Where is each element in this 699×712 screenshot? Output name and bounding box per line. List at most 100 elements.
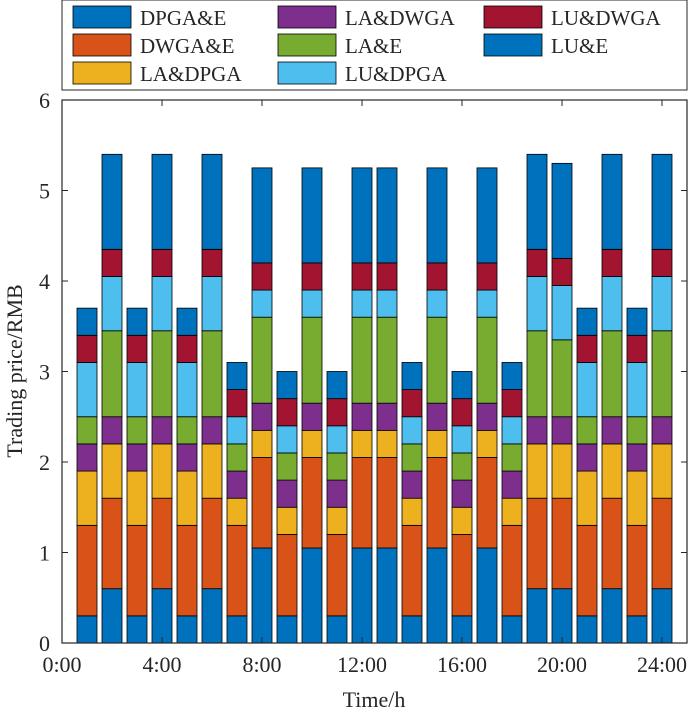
bar-la-dpga-h22 xyxy=(601,443,623,499)
bar-dwga-e-h9 xyxy=(276,534,298,617)
bar-dpga-e-h4 xyxy=(151,153,173,250)
bar-dpga-e-h6 xyxy=(201,153,223,250)
bar-la-dwga-h23 xyxy=(626,443,648,472)
bar-la-e-h13 xyxy=(376,316,398,404)
bar-la-dpga-h13 xyxy=(376,429,398,458)
bar-lu-dpga-h24 xyxy=(651,276,673,332)
bar-la-dpga-h21 xyxy=(576,470,598,526)
bar-lu-dpga-h2 xyxy=(101,276,123,332)
bar-dpga-e-h16 xyxy=(451,371,473,400)
bar-lu-dpga-h19 xyxy=(526,276,548,332)
bar-la-dwga-h10 xyxy=(301,402,323,431)
bar-dpga-e-h20 xyxy=(551,162,573,259)
legend-label-dpga-e: DPGA&E xyxy=(140,6,226,30)
bar-lu-dwga-h9 xyxy=(276,398,298,427)
bar-lu-dwga-h23 xyxy=(626,334,648,363)
bar-dpga-e-h10 xyxy=(301,167,323,264)
bar-dpga-e-h2 xyxy=(101,153,123,250)
bar-dwga-e-h11 xyxy=(326,534,348,617)
bar-la-e-h20 xyxy=(551,339,573,418)
bar-lu-e-h21 xyxy=(576,615,598,644)
bar-la-dpga-h24 xyxy=(651,443,673,499)
legend-swatch-dwga-e xyxy=(72,33,132,57)
bar-lu-dwga-h8 xyxy=(251,262,273,291)
bar-lu-dpga-h21 xyxy=(576,362,598,418)
bar-la-dpga-h7 xyxy=(226,497,248,526)
bar-dwga-e-h3 xyxy=(126,524,148,617)
bar-dwga-e-h14 xyxy=(401,524,423,617)
y-tick-label: 6 xyxy=(39,88,50,113)
x-tick-label: 4:00 xyxy=(142,652,181,677)
bar-lu-dwga-h5 xyxy=(176,334,198,363)
bar-la-dwga-h5 xyxy=(176,443,198,472)
bar-la-dpga-h14 xyxy=(401,497,423,526)
bar-la-e-h22 xyxy=(601,330,623,418)
x-axis-label: Time/h xyxy=(343,687,406,712)
bar-la-dwga-h24 xyxy=(651,416,673,445)
bar-la-e-h10 xyxy=(301,316,323,404)
bar-lu-dwga-h20 xyxy=(551,257,573,286)
bar-la-e-h24 xyxy=(651,330,673,418)
bar-lu-dwga-h24 xyxy=(651,248,673,277)
bar-lu-dwga-h16 xyxy=(451,398,473,427)
bar-dpga-e-h5 xyxy=(176,307,198,336)
bar-lu-dwga-h3 xyxy=(126,334,148,363)
bar-lu-e-h11 xyxy=(326,615,348,644)
bar-la-dpga-h18 xyxy=(501,497,523,526)
bar-la-dwga-h8 xyxy=(251,402,273,431)
y-tick-label: 3 xyxy=(39,360,50,385)
bar-lu-e-h7 xyxy=(226,615,248,644)
legend-swatch-la-dpga xyxy=(72,61,132,85)
bar-lu-dpga-h7 xyxy=(226,416,248,445)
bar-la-e-h18 xyxy=(501,443,523,472)
bar-lu-dpga-h12 xyxy=(351,289,373,318)
bar-lu-e-h13 xyxy=(376,547,398,644)
legend-label-la-e: LA&E xyxy=(345,34,402,58)
bar-lu-dpga-h18 xyxy=(501,416,523,445)
bar-la-dwga-h4 xyxy=(151,416,173,445)
legend-swatch-dpga-e xyxy=(72,5,132,29)
bar-lu-e-h20 xyxy=(551,588,573,644)
bar-lu-dpga-h1 xyxy=(76,362,98,418)
bar-dwga-e-h10 xyxy=(301,457,323,549)
bar-dwga-e-h20 xyxy=(551,497,573,590)
bar-dwga-e-h8 xyxy=(251,457,273,549)
bar-la-e-h15 xyxy=(426,316,448,404)
bar-lu-e-h10 xyxy=(301,547,323,644)
bar-dpga-e-h9 xyxy=(276,371,298,400)
bar-dwga-e-h18 xyxy=(501,524,523,617)
bar-la-dpga-h20 xyxy=(551,443,573,499)
bar-la-dwga-h2 xyxy=(101,416,123,445)
bar-dwga-e-h1 xyxy=(76,524,98,617)
bar-lu-dwga-h12 xyxy=(351,262,373,291)
bar-dwga-e-h12 xyxy=(351,457,373,549)
bar-dpga-e-h14 xyxy=(401,362,423,391)
bar-lu-dpga-h8 xyxy=(251,289,273,318)
bar-lu-e-h9 xyxy=(276,615,298,644)
bar-lu-dwga-h13 xyxy=(376,262,398,291)
y-tick-label: 1 xyxy=(39,541,50,566)
bar-la-dwga-h1 xyxy=(76,443,98,472)
bar-dwga-e-h7 xyxy=(226,524,248,617)
bar-la-dpga-h11 xyxy=(326,506,348,535)
bar-dpga-e-h1 xyxy=(76,307,98,336)
legend-label-lu-dpga: LU&DPGA xyxy=(345,62,447,86)
bar-lu-dwga-h4 xyxy=(151,248,173,277)
bar-la-dpga-h4 xyxy=(151,443,173,499)
bar-lu-dpga-h17 xyxy=(476,289,498,318)
bar-dpga-e-h21 xyxy=(576,307,598,336)
bar-dpga-e-h12 xyxy=(351,167,373,264)
bar-lu-dpga-h15 xyxy=(426,289,448,318)
bar-la-dpga-h2 xyxy=(101,443,123,499)
bar-la-dpga-h23 xyxy=(626,470,648,526)
bar-la-e-h11 xyxy=(326,452,348,481)
bar-lu-e-h17 xyxy=(476,547,498,644)
legend: DPGA&E LA&DWGA LU&DWGA DWGA&E LA&E LU&E LA&DPG… xyxy=(61,0,688,91)
bar-lu-dwga-h7 xyxy=(226,389,248,418)
bar-lu-e-h19 xyxy=(526,588,548,644)
bar-dwga-e-h21 xyxy=(576,524,598,617)
bar-lu-dpga-h4 xyxy=(151,276,173,332)
legend-swatch-la-e xyxy=(277,33,337,57)
bar-lu-dpga-h3 xyxy=(126,362,148,418)
